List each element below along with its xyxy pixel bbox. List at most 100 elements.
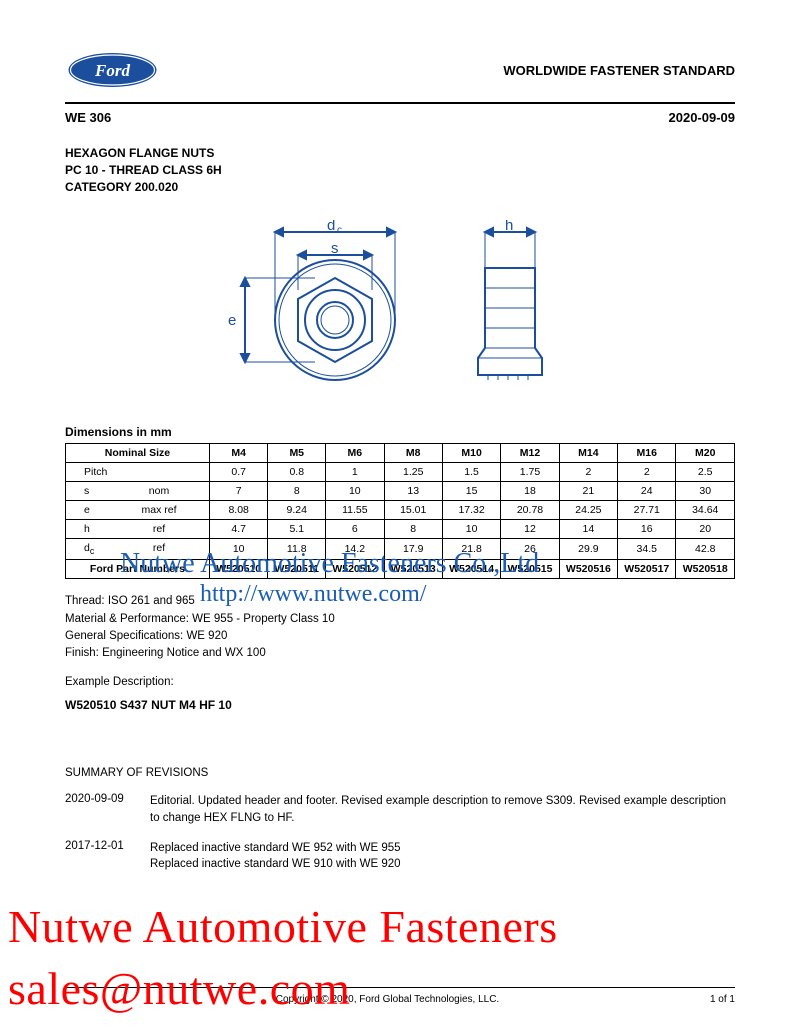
watermark-big-company: Nutwe Automotive Fasteners	[8, 900, 558, 953]
cell: 29.9	[559, 539, 617, 560]
category-line2: PC 10 - THREAD CLASS 6H	[65, 162, 735, 179]
header: Ford WORLDWIDE FASTENER STANDARD	[65, 50, 735, 90]
row-label: href	[66, 520, 210, 539]
category-block: HEXAGON FLANGE NUTS PC 10 - THREAD CLASS…	[65, 145, 735, 195]
col-header: M14	[559, 444, 617, 463]
col-header: M4	[209, 444, 267, 463]
cell: 1.25	[384, 463, 442, 482]
doc-code: WE 306	[65, 110, 111, 125]
cell: 5.1	[268, 520, 326, 539]
dimensions-table: Nominal Size M4 M5 M6 M8 M10 M12 M14 M16…	[65, 443, 735, 579]
cell: W520518	[676, 560, 735, 579]
cell: 6	[326, 520, 384, 539]
category-line1: HEXAGON FLANGE NUTS	[65, 145, 735, 162]
svg-text:s: s	[331, 240, 339, 257]
example-label: Example Description:	[65, 676, 735, 688]
cell: 0.7	[209, 463, 267, 482]
col-header: M8	[384, 444, 442, 463]
table-row: snom 7 8 10 13 15 18 21 24 30	[66, 482, 735, 501]
revisions-title: SUMMARY OF REVISIONS	[65, 767, 735, 779]
cell: 16	[618, 520, 676, 539]
cell: 17.9	[384, 539, 442, 560]
cell: 10	[442, 520, 500, 539]
note-general: General Specifications: WE 920	[65, 628, 735, 645]
category-line3: CATEGORY 200.020	[65, 179, 735, 196]
cell: 27.71	[618, 501, 676, 520]
cell: 26	[501, 539, 559, 560]
cell: 20.78	[501, 501, 559, 520]
cell: 15.01	[384, 501, 442, 520]
cell: 30	[676, 482, 735, 501]
row-label: dcref	[66, 539, 210, 560]
svg-text:e: e	[228, 312, 236, 329]
cell: 8.08	[209, 501, 267, 520]
cell: 10	[326, 482, 384, 501]
cell: 13	[384, 482, 442, 501]
revision-entry: 2017-12-01 Replaced inactive standard WE…	[65, 840, 735, 872]
col-header: M20	[676, 444, 735, 463]
col-header: M16	[618, 444, 676, 463]
note-thread: Thread: ISO 261 and 965	[65, 593, 735, 610]
cell: 2	[559, 463, 617, 482]
dimensions-title: Dimensions in mm	[65, 425, 735, 439]
col-header: Nominal Size	[66, 444, 210, 463]
row-label: Pitch	[66, 463, 210, 482]
table-row: dcref 10 11.8 14.2 17.9 21.8 26 29.9 34.…	[66, 539, 735, 560]
svg-text:h: h	[505, 220, 513, 234]
cell: 24.25	[559, 501, 617, 520]
row-label: emax ref	[66, 501, 210, 520]
cell: 42.8	[676, 539, 735, 560]
cell: 34.5	[618, 539, 676, 560]
revision-date: 2020-09-09	[65, 793, 150, 825]
cell: 1.5	[442, 463, 500, 482]
cell: 21.8	[442, 539, 500, 560]
cell: 1.75	[501, 463, 559, 482]
notes-block: Thread: ISO 261 and 965 Material & Perfo…	[65, 593, 735, 662]
cell: 11.55	[326, 501, 384, 520]
note-material: Material & Performance: WE 955 - Propert…	[65, 611, 735, 628]
footer-divider	[65, 987, 735, 988]
cell: 14.2	[326, 539, 384, 560]
cell: 8	[384, 520, 442, 539]
cell: W520511	[268, 560, 326, 579]
doc-info: WE 306 2020-09-09	[65, 110, 735, 125]
revision-text: Editorial. Updated header and footer. Re…	[150, 793, 735, 825]
table-row: Pitch 0.7 0.8 1 1.25 1.5 1.75 2 2 2.5	[66, 463, 735, 482]
copyright: Copyright © 2020, Ford Global Technologi…	[276, 994, 499, 1005]
doc-date: 2020-09-09	[669, 110, 736, 125]
revision-entry: 2020-09-09 Editorial. Updated header and…	[65, 793, 735, 825]
cell: 14	[559, 520, 617, 539]
cell: 8	[268, 482, 326, 501]
cell: 24	[618, 482, 676, 501]
header-title: WORLDWIDE FASTENER STANDARD	[503, 63, 735, 78]
cell: 34.64	[676, 501, 735, 520]
cell: W520515	[501, 560, 559, 579]
svg-text:Ford: Ford	[94, 61, 130, 80]
col-header: M12	[501, 444, 559, 463]
example-value: W520510 S437 NUT M4 HF 10	[65, 698, 735, 712]
cell: 15	[442, 482, 500, 501]
cell: 12	[501, 520, 559, 539]
cell: 10	[209, 539, 267, 560]
row-label: snom	[66, 482, 210, 501]
part-numbers-row: Ford Part Numbers W520510 W520511 W52051…	[66, 560, 735, 579]
table-row: href 4.7 5.1 6 8 10 12 14 16 20	[66, 520, 735, 539]
row-label: Ford Part Numbers	[66, 560, 210, 579]
cell: 17.32	[442, 501, 500, 520]
cell: 4.7	[209, 520, 267, 539]
cell: 20	[676, 520, 735, 539]
col-header: M6	[326, 444, 384, 463]
col-header: M10	[442, 444, 500, 463]
revision-text: Replaced inactive standard WE 952 with W…	[150, 840, 735, 872]
cell: 2	[618, 463, 676, 482]
note-finish: Finish: Engineering Notice and WX 100	[65, 645, 735, 662]
ford-logo: Ford	[65, 50, 160, 90]
technical-diagram: d c s e h	[65, 220, 735, 395]
cell: W520512	[326, 560, 384, 579]
cell: 7	[209, 482, 267, 501]
cell: W520510	[209, 560, 267, 579]
svg-text:c: c	[337, 225, 342, 236]
divider	[65, 102, 735, 104]
cell: 0.8	[268, 463, 326, 482]
cell: W520517	[618, 560, 676, 579]
